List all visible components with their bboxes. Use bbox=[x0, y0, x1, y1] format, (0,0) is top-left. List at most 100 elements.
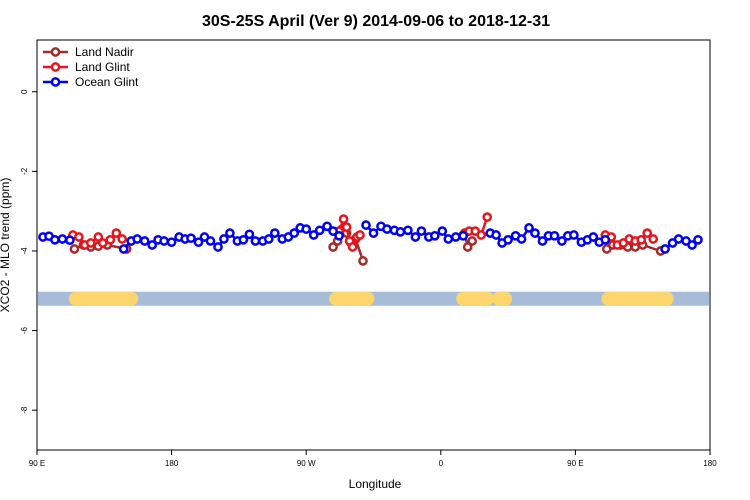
x-tick-label: 180 bbox=[703, 459, 717, 468]
data-point bbox=[437, 226, 448, 236]
data-point bbox=[308, 230, 319, 240]
legend-label: Ocean Glint bbox=[75, 75, 139, 89]
data-point bbox=[341, 222, 352, 232]
y-tick-label: -6 bbox=[20, 326, 29, 334]
data-point bbox=[328, 226, 338, 236]
legend-label: Land Nadir bbox=[75, 45, 134, 59]
plot-frame bbox=[36, 39, 711, 451]
chart-title: 30S-25S April (Ver 9) 2014-09-06 to 2018… bbox=[202, 13, 550, 30]
legend-swatch-marker bbox=[50, 77, 61, 87]
legend-item: Land Nadir bbox=[43, 45, 134, 59]
data-point bbox=[642, 228, 653, 238]
data-point bbox=[85, 238, 96, 248]
series-land-glint bbox=[68, 212, 659, 252]
data-point bbox=[588, 232, 599, 242]
data-point bbox=[648, 234, 659, 244]
data-point bbox=[105, 234, 116, 245]
data-point bbox=[476, 230, 487, 240]
data-point bbox=[97, 238, 108, 248]
data-point bbox=[322, 221, 332, 232]
data-point bbox=[219, 234, 229, 244]
y-tick-label: -4 bbox=[20, 247, 29, 255]
data-point bbox=[443, 234, 454, 244]
legend-item: Land Glint bbox=[43, 60, 130, 74]
data-point bbox=[361, 220, 371, 230]
data-point bbox=[263, 234, 274, 244]
data-point bbox=[69, 244, 80, 254]
legend-swatch-marker bbox=[50, 62, 61, 72]
data-point bbox=[600, 234, 611, 245]
data-point bbox=[166, 237, 177, 248]
y-axis: 0 -2 -4 -6 -8 bbox=[20, 89, 37, 414]
data-point bbox=[74, 232, 84, 242]
data-point bbox=[269, 228, 280, 238]
y-tick-label: -2 bbox=[20, 167, 29, 175]
data-point bbox=[537, 236, 548, 246]
x-axis-label: Longitude bbox=[349, 477, 402, 491]
data-point bbox=[50, 234, 60, 245]
y-tick-label: -8 bbox=[20, 406, 29, 414]
data-point bbox=[524, 223, 534, 233]
data-point bbox=[467, 236, 478, 246]
data-point bbox=[687, 240, 697, 250]
legend-swatch-marker bbox=[50, 47, 61, 57]
data-point bbox=[410, 232, 421, 242]
data-point bbox=[347, 242, 358, 252]
data-point bbox=[132, 234, 143, 244]
data-point bbox=[429, 230, 440, 241]
data-point bbox=[660, 244, 670, 254]
data-point bbox=[118, 244, 129, 254]
data-point bbox=[355, 230, 365, 240]
data-point bbox=[238, 234, 249, 245]
data-point bbox=[382, 224, 392, 234]
data-point bbox=[549, 230, 560, 241]
x-tick-label: 90 W bbox=[297, 459, 316, 468]
legend-label: Land Glint bbox=[75, 60, 130, 74]
data-point bbox=[205, 236, 216, 246]
data-point bbox=[636, 234, 647, 245]
data-point bbox=[503, 234, 513, 245]
data-point bbox=[139, 236, 150, 246]
data-point bbox=[338, 214, 349, 224]
data-point bbox=[693, 234, 703, 245]
data-point bbox=[117, 234, 128, 244]
data-point bbox=[301, 224, 312, 234]
data-point bbox=[159, 236, 169, 246]
data-point bbox=[111, 228, 122, 238]
x-tick-label: 90 E bbox=[567, 459, 583, 468]
x-axis: 90 E 180 90 W 0 90 E 180 bbox=[29, 450, 717, 468]
y-tick-label: 0 bbox=[20, 89, 29, 94]
data-point bbox=[65, 235, 75, 246]
data-point bbox=[482, 212, 493, 222]
data-point bbox=[93, 232, 104, 242]
x-tick-label: 180 bbox=[165, 459, 179, 468]
data-point bbox=[462, 242, 473, 252]
data-point bbox=[403, 225, 413, 236]
data-point bbox=[244, 229, 255, 240]
data-point bbox=[213, 242, 223, 252]
plot-area bbox=[36, 39, 711, 451]
data-point bbox=[673, 234, 684, 244]
data-point bbox=[328, 242, 338, 252]
data-point bbox=[225, 228, 235, 238]
data-point bbox=[569, 230, 579, 240]
data-point bbox=[57, 234, 68, 244]
data-point bbox=[250, 236, 261, 246]
data-point bbox=[368, 228, 379, 238]
data-point bbox=[186, 233, 196, 244]
data-point bbox=[334, 230, 344, 241]
y-axis-label: XCO2 - MLO trend (ppm) bbox=[0, 178, 12, 313]
legend-item: Ocean Glint bbox=[43, 75, 139, 89]
data-point bbox=[516, 234, 527, 244]
data-point bbox=[193, 237, 204, 248]
data-point bbox=[358, 256, 368, 266]
data-point bbox=[395, 227, 406, 237]
x-tick-label: 90 E bbox=[29, 459, 45, 468]
data-point bbox=[147, 240, 158, 250]
x-tick-label: 0 bbox=[439, 459, 444, 468]
data-point bbox=[557, 236, 567, 246]
series-ocean-glint bbox=[38, 220, 703, 254]
data-point bbox=[314, 225, 325, 236]
